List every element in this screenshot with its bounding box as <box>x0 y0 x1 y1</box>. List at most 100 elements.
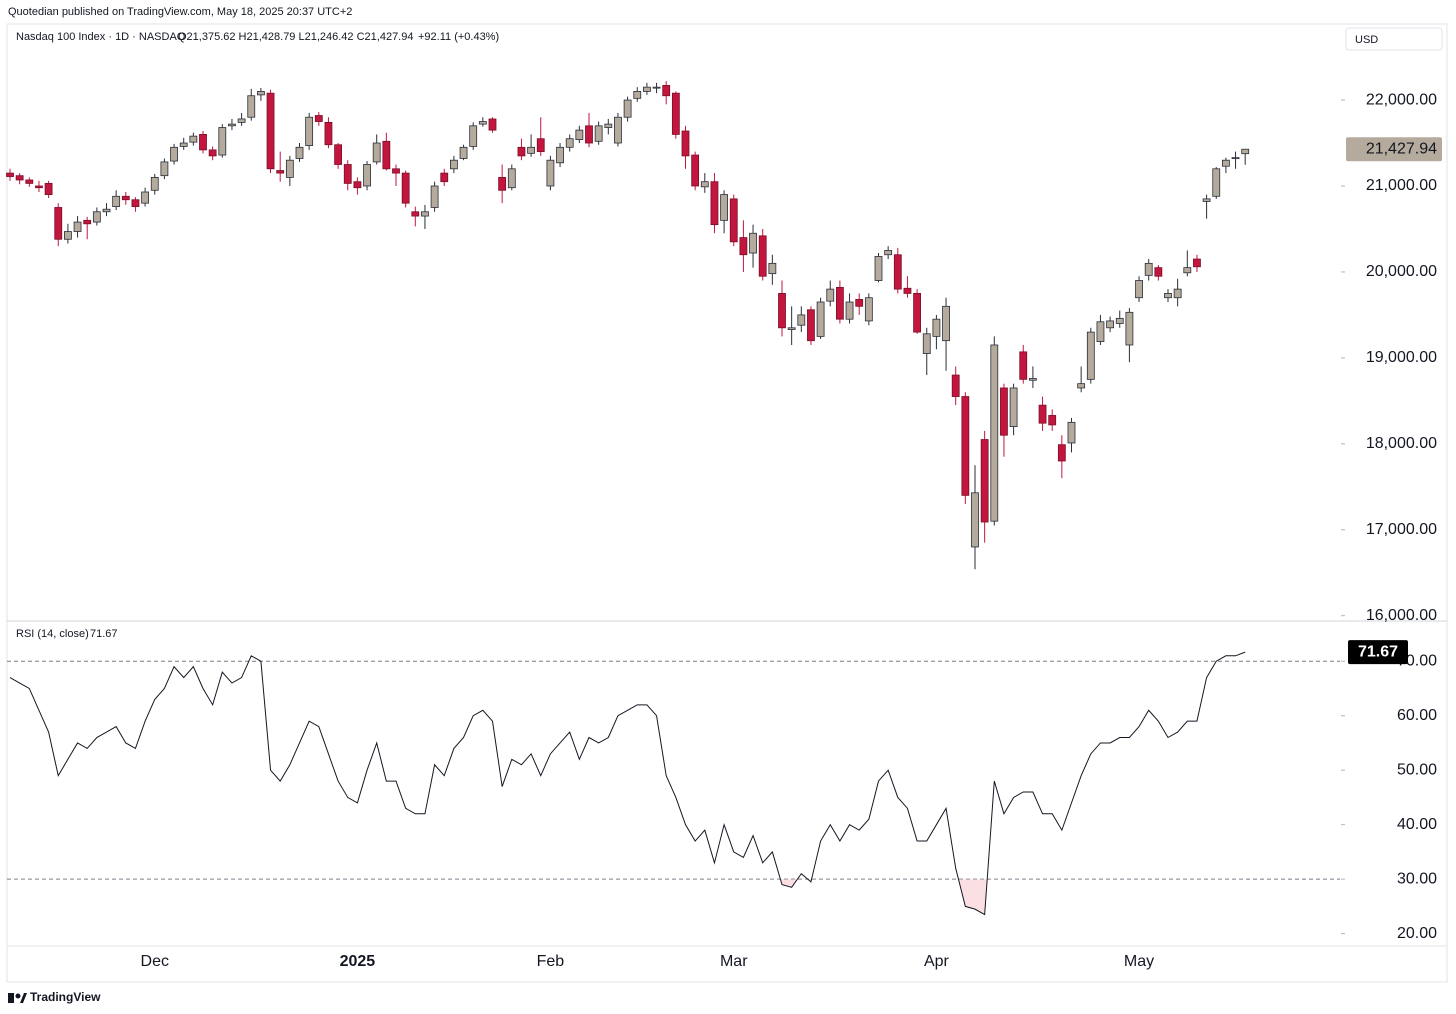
candle-body <box>1231 157 1240 160</box>
candle-body <box>536 138 545 153</box>
candle-body <box>83 219 92 225</box>
candle-body <box>691 154 700 187</box>
candle-body <box>334 144 343 165</box>
candle-body <box>92 211 101 223</box>
y-tick-label: 17,000.00 <box>1366 521 1437 538</box>
candle-body <box>498 176 507 191</box>
candle-body <box>845 301 854 320</box>
candle-body <box>314 115 323 122</box>
candle-body <box>565 138 574 148</box>
candle-body <box>1241 148 1250 155</box>
candle-body <box>343 164 352 184</box>
candle-body <box>951 374 960 397</box>
rsi-value: 71.67 <box>90 628 118 640</box>
x-tick-label: Feb <box>537 953 565 970</box>
candle-body <box>884 250 893 256</box>
candle-body <box>440 172 449 183</box>
candle-body <box>276 170 285 174</box>
x-tick-label: 2025 <box>340 953 376 970</box>
attribution: Quotedian published on TradingView.com, … <box>8 6 352 18</box>
candle-body <box>64 231 72 240</box>
candle-body <box>739 237 748 256</box>
candle-body <box>836 286 844 320</box>
candle-body <box>295 146 304 159</box>
candle-body <box>913 293 921 333</box>
candle-body <box>1222 159 1230 167</box>
currency-button[interactable] <box>1345 27 1443 51</box>
candle-body <box>1115 317 1124 324</box>
candle-body <box>256 91 265 96</box>
candle-body <box>150 176 159 191</box>
last-price-label: 21,427.94 <box>1366 140 1437 157</box>
candle-body <box>1212 168 1221 197</box>
candle-body <box>864 297 873 322</box>
candle-body <box>392 168 400 174</box>
candle-body <box>305 116 314 146</box>
candle-body <box>546 159 555 187</box>
candle-body <box>54 207 63 240</box>
candle-body <box>720 194 728 221</box>
candle-body <box>932 318 941 337</box>
x-tick-label: Dec <box>141 953 169 970</box>
last-value-box <box>1348 640 1408 665</box>
candle-body <box>285 159 294 178</box>
candle-body <box>1096 321 1105 342</box>
candle-body <box>266 92 275 170</box>
candle-body <box>324 121 333 146</box>
candle-body <box>1135 280 1143 299</box>
candle-body <box>1164 293 1172 299</box>
y-tick-label: 20.00 <box>1397 925 1437 942</box>
candle-body <box>1019 351 1028 380</box>
last-value-label: 71.67 <box>1358 643 1398 660</box>
candle-body <box>778 293 786 329</box>
candle-body <box>971 492 979 548</box>
candle-body <box>179 142 188 147</box>
last-price-box <box>1346 137 1442 162</box>
candle-body <box>1000 387 1008 436</box>
candle-body <box>469 125 478 147</box>
candle-body <box>488 118 497 131</box>
currency[interactable]: USD <box>1355 34 1378 46</box>
candle-body <box>517 146 526 157</box>
candle-body <box>430 185 439 208</box>
candle-body <box>633 91 642 99</box>
candle-body <box>797 314 806 326</box>
candle-body <box>449 159 458 170</box>
candle-body <box>1086 331 1095 380</box>
candle-body <box>643 86 651 92</box>
y-tick-label: 60.00 <box>1397 707 1437 724</box>
ohlc-legend: O21,375.62 H21,428.79 L21,246.42 C21,427… <box>178 31 413 43</box>
candle-body <box>729 198 738 243</box>
candle-body <box>507 168 516 189</box>
candle-body <box>1106 320 1114 329</box>
candle-body <box>1077 383 1086 389</box>
candle-body <box>1183 267 1192 274</box>
candle-body <box>816 301 825 337</box>
x-tick-label: Mar <box>720 953 748 970</box>
candle-body <box>942 305 950 342</box>
candle-body <box>1202 198 1211 202</box>
candle-body <box>15 175 24 181</box>
candle-body <box>401 172 410 204</box>
chart-frame <box>6 23 1448 983</box>
candle-body <box>855 299 864 307</box>
candle-body <box>807 309 815 342</box>
x-tick-label: May <box>1124 953 1154 970</box>
candle-body <box>199 134 207 151</box>
candle-body <box>575 129 584 140</box>
candle-body <box>208 149 217 157</box>
footer-logo <box>8 993 27 1003</box>
candle-body <box>6 172 14 177</box>
candle-body <box>710 181 719 226</box>
candle-body <box>102 208 111 213</box>
candle-body <box>980 439 989 523</box>
candle-body <box>604 123 613 128</box>
candle-body <box>623 99 632 118</box>
y-tick-label: 21,000.00 <box>1366 177 1437 194</box>
candle-body <box>758 235 767 277</box>
candle-body <box>25 179 34 184</box>
symbol-legend: Nasdaq 100 Index · 1D · NASDAQ <box>16 31 186 43</box>
candle-body <box>893 254 902 290</box>
candle-body <box>382 140 391 170</box>
y-tick-label: 20,000.00 <box>1366 263 1437 280</box>
